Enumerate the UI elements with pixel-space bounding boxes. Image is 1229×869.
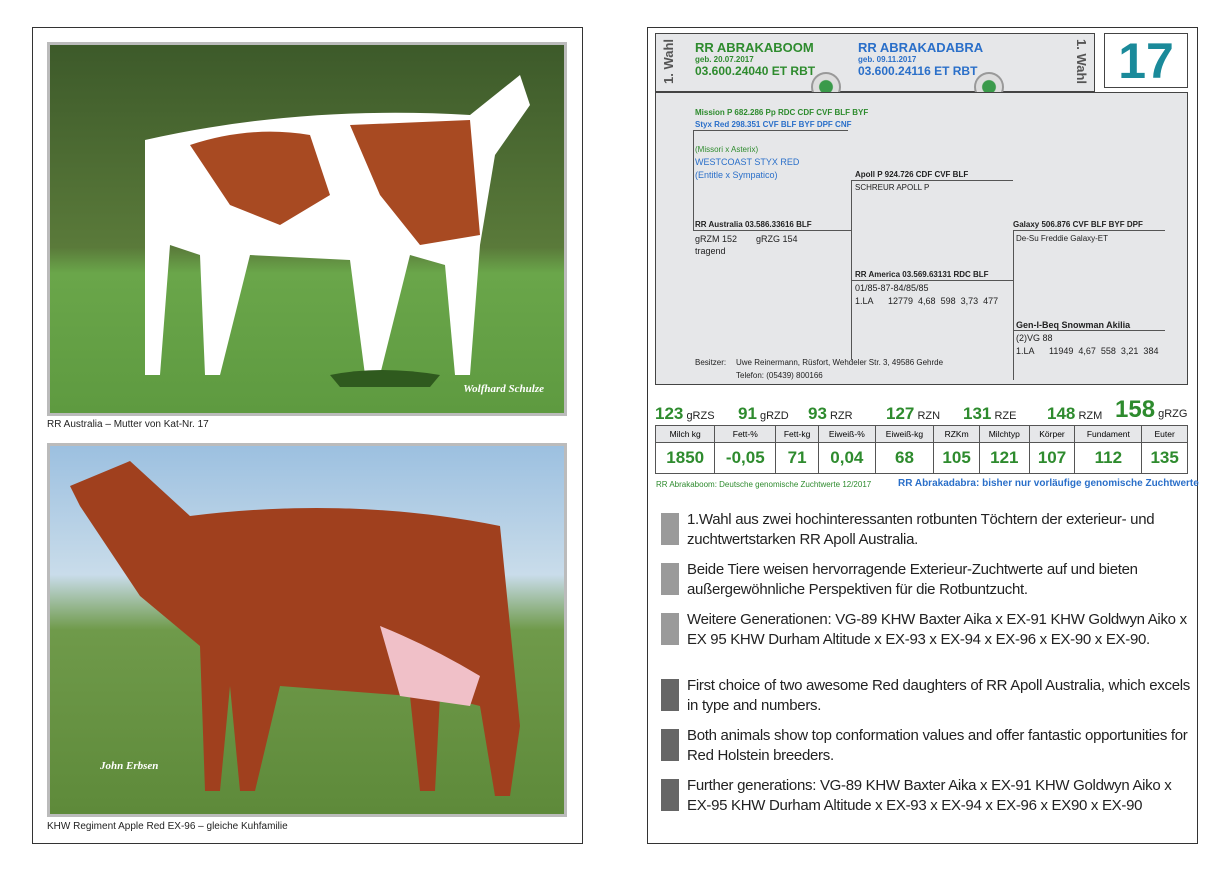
mgd-dam-line1: (2)VG 88: [1016, 333, 1053, 343]
mgd-line1: 01/85-87-84/85/85: [855, 283, 929, 293]
wahl-label: 1. Wahl: [661, 38, 677, 85]
sire2-full: WESTCOAST STYX RED: [695, 157, 800, 167]
note-abrakadabra: RR Abrakadabra: bisher nur vorläufige ge…: [898, 478, 1199, 489]
table-header: Eiweiß-%: [818, 425, 876, 443]
breeding-table: Milch kg Fett-% Fett-kg Eiweiß-% Eiweiß-kg RZ…: [654, 425, 1188, 474]
wahl-label: 1. Wahl: [1073, 38, 1089, 85]
bullet-text: First choice of two awesome Red daughter…: [687, 677, 1190, 714]
table-value: 0,04: [818, 442, 876, 474]
table-value: 105: [933, 442, 980, 474]
table-value: 68: [874, 442, 935, 474]
mgd-dam-line2: 1.LA 11949 4,67 558 3,21 384: [1016, 346, 1159, 356]
table-value: -0,05: [714, 442, 777, 474]
animal1-name: RR ABRAKABOOM: [695, 40, 814, 55]
table-header: Körper: [1028, 425, 1076, 443]
animal2-id: 03.600.24116 ET RBT: [858, 64, 978, 78]
cow-illustration: [70, 461, 520, 796]
breeding-values: 123 gRZS 91 gRZD 93 RZR 127 RZN 131 RZE …: [655, 396, 1188, 424]
owner-label: Besitzer:: [695, 358, 727, 367]
bullet-text: 1.Wahl aus zwei hochinteressanten rotbun…: [687, 511, 1155, 548]
header-panel: 1. Wahl 1. Wahl RR ABRAKABOOM geb. 20.07…: [655, 33, 1095, 102]
bullet-text: Weitere Generationen: VG-89 KHW Baxter A…: [687, 611, 1187, 648]
note-abrakaboom: RR Abrakaboom: Deutsche genomische Zucht…: [656, 480, 872, 489]
bullet-square-icon: [661, 563, 679, 595]
table-header: Milch kg: [654, 425, 716, 443]
table-header: Eiweiß-kg: [874, 425, 935, 443]
table-header: Milchtyp: [978, 425, 1030, 443]
animal2-born: geb. 09.11.2017: [858, 55, 917, 64]
owner-phone: Telefon: (05439) 800166: [736, 371, 823, 380]
dam-status: tragend: [695, 246, 726, 256]
table-value: 135: [1141, 442, 1188, 474]
table-header: Fett-kg: [775, 425, 820, 443]
mgd-line2: 1.LA 12779 4,68 598 3,73 477: [855, 296, 999, 306]
cow-photo-australia: Wolfhard Schulze: [47, 42, 567, 416]
animal1-id: 03.600.24040 ET RBT: [695, 64, 816, 78]
caption: RR Australia – Mutter von Kat-Nr. 17: [47, 419, 209, 430]
photo-credit: Wolfhard Schulze: [463, 383, 544, 395]
mgs-full: SCHREUR APOLL P: [855, 183, 930, 192]
bullet-text: Beide Tiere weisen hervorragende Exterie…: [687, 561, 1138, 598]
sire2-parents: (Entitle x Sympatico): [695, 170, 778, 180]
bullet-square-icon: [661, 679, 679, 711]
animal1-born: geb. 20.07.2017: [695, 55, 754, 64]
table-header: Fett-%: [714, 425, 777, 443]
score-grzd: 91 gRZD: [738, 404, 789, 423]
cow-photo-regiment: John Erbsen: [47, 443, 567, 817]
dam-grzg: gRZG 154: [756, 234, 798, 244]
pedigree: Mission P 682.286 Pp RDC CDF CVF BLF BYF…: [655, 92, 1188, 385]
sire1: Mission P 682.286 Pp RDC CDF CVF BLF BYF: [695, 108, 869, 117]
table-header: Euter: [1141, 425, 1188, 443]
cow-illustration: [145, 75, 530, 387]
mgd-sire-full: De-Su Freddie Galaxy-ET: [1016, 234, 1109, 243]
table-header: Fundament: [1074, 425, 1143, 443]
table-value: 121: [978, 442, 1030, 474]
bullet-square-icon: [661, 513, 679, 545]
score-rzm: 148 RZM: [1047, 404, 1103, 423]
score-rzn: 127 RZN: [886, 404, 941, 423]
mgs: Apoll P 924.726 CDF CVF BLF: [855, 170, 969, 179]
owner: Uwe Reinermann, Rüsfort, Wehdeler Str. 3…: [736, 358, 944, 367]
dam-grzm: gRZM 152: [695, 234, 738, 244]
bullet-square-icon: [661, 613, 679, 645]
score-rze: 131 RZE: [963, 404, 1017, 423]
dam: RR Australia 03.586.33616 BLF: [695, 220, 812, 229]
mgd-dam: Gen-I-Beq Snowman Akilia: [1016, 320, 1131, 330]
catalog-number: 17: [1104, 33, 1188, 89]
sire2: Styx Red 298.351 CVF BLF BYF DPF CNF: [695, 120, 852, 129]
table-value: 1850: [654, 442, 716, 474]
table-header: RZKm: [933, 425, 980, 443]
caption: KHW Regiment Apple Red EX-96 – gleiche K…: [47, 821, 288, 832]
animal2-name: RR ABRAKADABRA: [858, 40, 984, 55]
photo-credit: John Erbsen: [100, 760, 159, 772]
mgd-sire: Galaxy 506.876 CVF BLF BYF DPF: [1013, 220, 1143, 229]
table-value: 71: [775, 442, 820, 474]
mgd: RR America 03.569.63131 RDC BLF: [855, 270, 989, 279]
table-value: 112: [1074, 442, 1143, 474]
score-grzg: 158 gRZG: [1115, 396, 1188, 423]
score-grzs: 123 gRZS: [655, 404, 715, 423]
bullet-text: Further generations: VG-89 KHW Baxter Ai…: [687, 777, 1172, 814]
bullet-text: Both animals show top conformation value…: [687, 727, 1188, 764]
bullet-square-icon: [661, 779, 679, 811]
bullet-square-icon: [661, 729, 679, 761]
sire1-parents: (Missori x Asterix): [695, 145, 759, 154]
score-rzr: 93 RZR: [808, 404, 853, 423]
table-value: 107: [1028, 442, 1076, 474]
